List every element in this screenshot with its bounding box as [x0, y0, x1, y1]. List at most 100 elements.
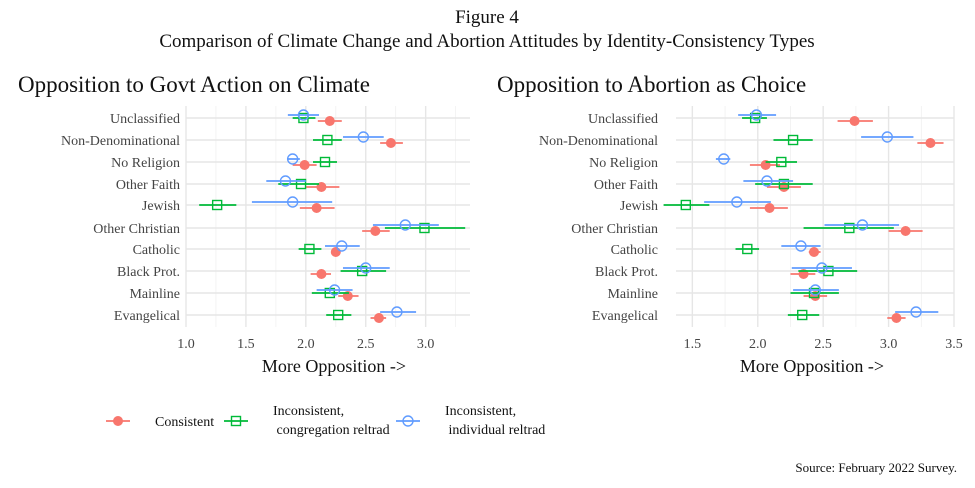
point-marker — [776, 156, 787, 168]
legend-open-circle-icon — [402, 415, 414, 427]
category-label: Mainline — [129, 287, 180, 302]
point-marker — [299, 160, 310, 170]
point-marker — [399, 219, 411, 231]
legend: Consistent Inconsistent, congregation rel… — [106, 404, 545, 438]
category-label: Jewish — [142, 199, 180, 214]
data-point-mainline — [793, 284, 839, 296]
x-tick-label: 3.0 — [417, 337, 435, 352]
data-point-evangelical — [895, 306, 939, 318]
point-marker — [750, 109, 763, 121]
point-marker — [324, 116, 335, 126]
point-marker — [360, 262, 372, 274]
point-marker — [328, 284, 341, 296]
data-point-jewish — [299, 203, 335, 213]
x-tick-label: 2.5 — [357, 337, 375, 352]
data-point-jewish — [704, 196, 771, 208]
legend-label-line2: congregation reltrad — [273, 423, 390, 438]
data-point-black-prot- — [340, 265, 387, 277]
panel-title: Opposition to Abortion as Choice — [497, 72, 806, 97]
data-point-no-religion — [715, 153, 731, 165]
data-point-catholic — [781, 240, 821, 252]
data-point-no-religion — [292, 160, 317, 170]
source-note: Source: February 2022 Survey. — [795, 460, 957, 475]
data-point-non-denominational — [342, 131, 384, 143]
data-point-jewish — [749, 203, 788, 213]
data-point-other-christian — [372, 219, 439, 231]
panel-climate: Opposition to Govt Action on Climate Uncl… — [18, 72, 470, 376]
data-point-non-denominational — [313, 134, 342, 146]
data-point-evangelical — [887, 313, 906, 323]
point-marker — [718, 153, 730, 165]
point-marker — [336, 240, 348, 252]
category-label: Mainline — [607, 287, 658, 302]
point-marker — [330, 247, 341, 257]
category-label: Black Prot. — [117, 265, 180, 280]
point-marker — [823, 265, 834, 277]
point-marker — [357, 131, 370, 143]
point-marker — [764, 203, 775, 213]
panel-title: Opposition to Govt Action on Climate — [18, 72, 370, 97]
category-label: Non-Denominational — [61, 134, 180, 149]
data-point-evangelical — [787, 309, 820, 321]
category-label: Non-Denominational — [539, 134, 658, 149]
data-point-unclassified — [287, 109, 320, 121]
point-marker — [385, 138, 396, 148]
point-marker — [332, 309, 344, 321]
data-point-other-christian — [362, 226, 390, 236]
legend-label: Inconsistent, — [445, 404, 516, 419]
point-marker — [297, 109, 310, 121]
x-tick-label: 1.5 — [237, 337, 255, 352]
point-marker — [391, 306, 403, 318]
point-marker — [286, 153, 299, 165]
data-point-other-christian — [824, 219, 900, 231]
category-label: Unclassified — [110, 112, 180, 127]
x-axis-label: More Opposition -> — [740, 356, 884, 376]
data-point-catholic — [298, 243, 322, 255]
point-marker — [778, 178, 790, 190]
category-label: Other Christian — [571, 222, 658, 237]
point-marker — [844, 222, 855, 234]
category-label: Other Faith — [594, 178, 658, 193]
legend-entry: Inconsistent, individual reltrad — [396, 404, 545, 438]
point-marker — [816, 262, 828, 274]
data-point-catholic — [735, 243, 760, 255]
category-label: Catholic — [611, 243, 658, 258]
point-marker — [731, 196, 743, 208]
data-point-no-religion — [313, 156, 337, 168]
point-marker — [279, 175, 292, 187]
data-point-jewish — [199, 199, 237, 211]
point-marker — [356, 265, 368, 277]
data-point-black-prot- — [798, 265, 858, 277]
data-point-non-denominational — [861, 131, 914, 143]
point-marker — [680, 199, 692, 211]
legend-entry: Inconsistent, congregation reltrad — [224, 404, 390, 438]
point-marker — [419, 222, 430, 234]
point-marker — [900, 226, 911, 236]
point-marker — [910, 306, 922, 318]
category-label: Other Christian — [93, 222, 180, 237]
legend-label: Inconsistent, — [273, 404, 344, 419]
data-point-other-faith — [755, 178, 813, 190]
data-point-unclassified — [317, 116, 342, 126]
x-tick-label: 3.5 — [945, 337, 963, 352]
data-point-black-prot- — [342, 262, 390, 274]
data-point-non-denominational — [917, 138, 944, 148]
data-point-non-denominational — [773, 134, 813, 146]
data-point-other-faith — [266, 175, 306, 187]
data-point-unclassified — [837, 116, 873, 126]
category-label: No Religion — [111, 156, 180, 171]
data-point-other-faith — [743, 175, 794, 187]
data-point-other-christian — [384, 222, 466, 234]
x-tick-label: 1.5 — [684, 337, 702, 352]
x-tick-label: 2.5 — [814, 337, 832, 352]
category-label: No Religion — [589, 156, 658, 171]
category-label: Unclassified — [588, 112, 658, 127]
data-point-mainline — [316, 284, 353, 296]
category-label: Jewish — [620, 199, 658, 214]
figure-label: Figure 4 — [455, 7, 519, 28]
legend-entry: Consistent — [106, 415, 214, 430]
point-marker — [311, 203, 322, 213]
point-marker — [295, 178, 307, 190]
legend-label-line2: individual reltrad — [445, 423, 545, 438]
data-point-catholic — [325, 240, 360, 252]
